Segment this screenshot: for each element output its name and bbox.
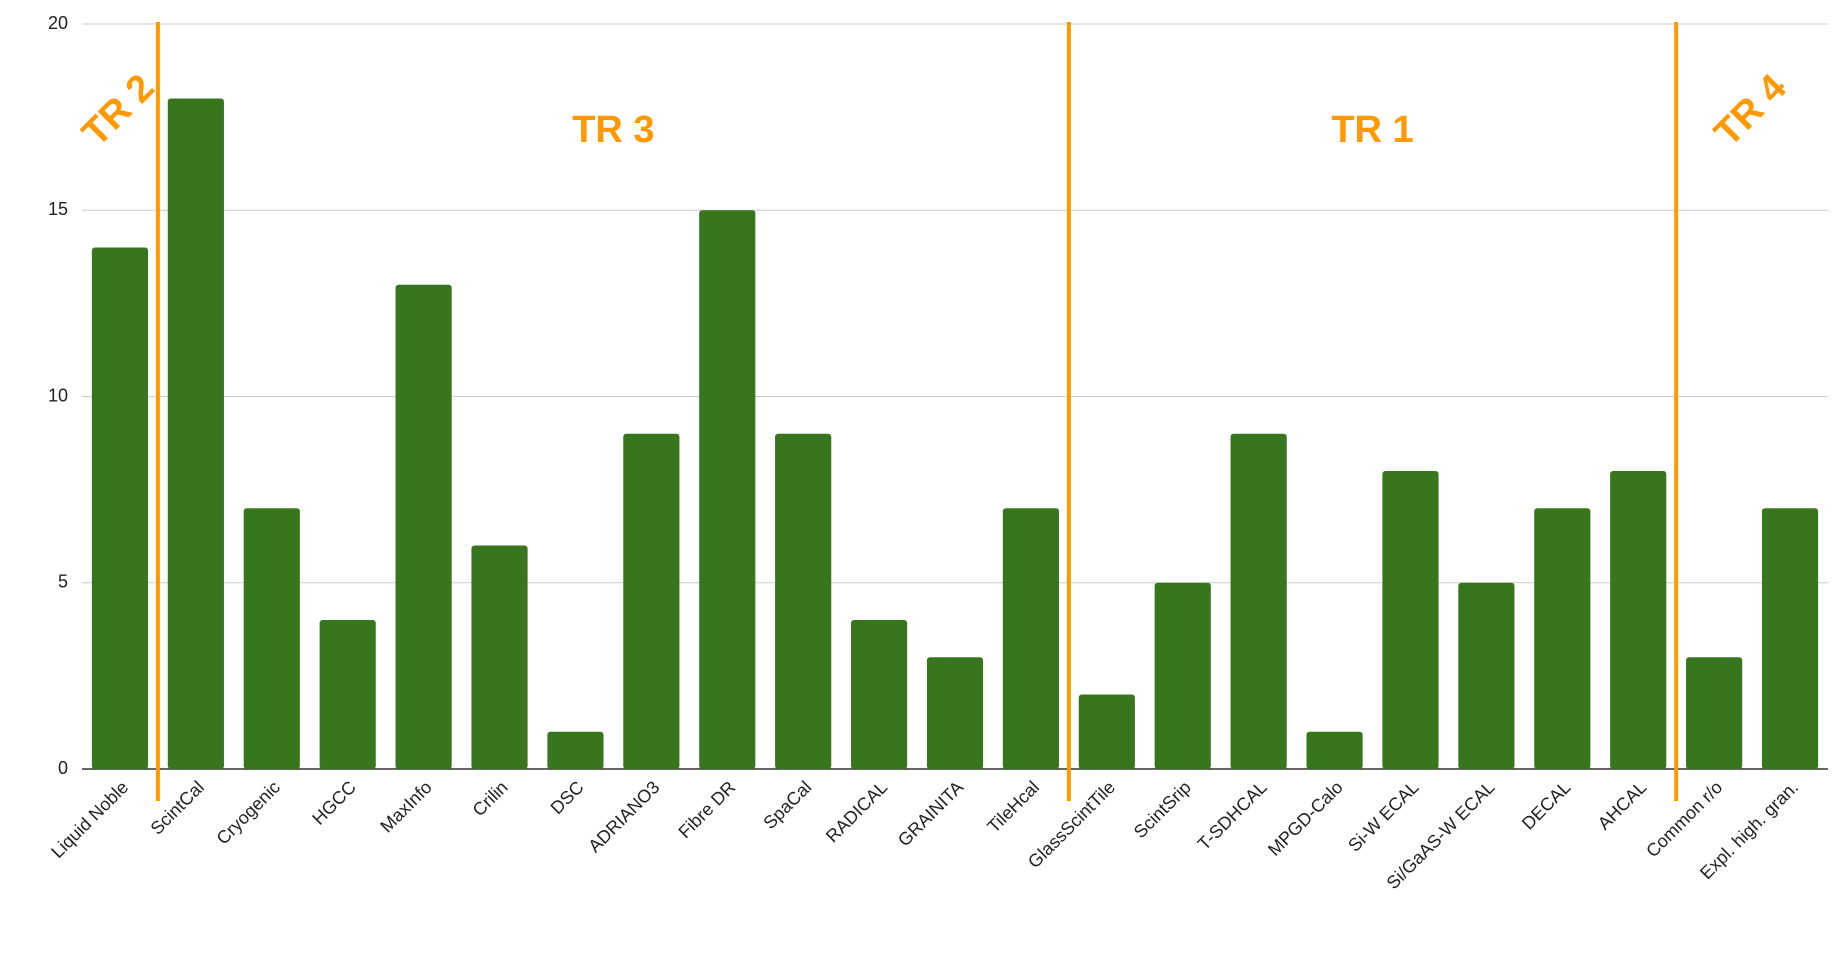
group-label: TR 3 xyxy=(572,109,654,151)
y-tick-label: 20 xyxy=(48,13,68,33)
x-tick-label: SpaCal xyxy=(759,777,815,833)
x-tick-label: DECAL xyxy=(1518,777,1575,834)
group-label: TR 4 xyxy=(1707,67,1795,155)
x-tick-label: GRAINITA xyxy=(894,777,967,850)
x-tick-label: MPGD-Calo xyxy=(1264,777,1347,860)
x-tick-label: Fibre DR xyxy=(674,777,739,842)
x-tick-label: Cryogenic xyxy=(213,777,284,848)
bar xyxy=(471,545,528,769)
bar xyxy=(775,433,832,769)
x-tick-label: ScintSrip xyxy=(1130,777,1195,842)
bar xyxy=(850,620,908,769)
bar xyxy=(926,657,984,769)
bar xyxy=(699,210,756,769)
x-tick-label: Liquid Noble xyxy=(47,777,132,862)
bar xyxy=(1686,657,1743,769)
bar xyxy=(1761,508,1819,769)
bar xyxy=(1306,731,1363,769)
bar xyxy=(547,731,604,769)
bar xyxy=(243,508,300,769)
bar xyxy=(1382,471,1439,769)
x-tick-label: T-SDHCAL xyxy=(1194,777,1271,854)
bar xyxy=(1458,582,1515,769)
bar xyxy=(91,247,149,769)
x-tick-label: ScintCal xyxy=(147,777,209,839)
bar xyxy=(1534,508,1591,769)
bar xyxy=(1002,508,1060,769)
bar xyxy=(1610,471,1667,769)
y-tick-label: 15 xyxy=(48,199,68,219)
bar xyxy=(395,284,452,769)
x-tick-label: DSC xyxy=(547,777,588,818)
x-tick-label: Crilin xyxy=(469,777,512,820)
y-tick-label: 5 xyxy=(58,572,68,592)
y-tick-label: 10 xyxy=(48,385,68,405)
bar xyxy=(167,98,224,769)
x-tick-label: Common r/o xyxy=(1642,777,1726,861)
x-tick-label: HGCC xyxy=(308,777,360,829)
bar xyxy=(1154,582,1211,769)
bar xyxy=(623,433,680,769)
x-tick-label: TileHcal xyxy=(983,777,1043,837)
group-label: TR 2 xyxy=(75,67,163,155)
group-label: TR 1 xyxy=(1331,109,1413,151)
x-tick-label: ADRIANO3 xyxy=(584,777,663,856)
x-tick-label: MaxInfo xyxy=(376,777,435,836)
y-tick-label: 0 xyxy=(58,758,68,778)
bar xyxy=(1078,694,1135,769)
x-tick-label: AHCAL xyxy=(1594,777,1651,834)
bar xyxy=(1230,433,1287,769)
x-tick-label: RADICAL xyxy=(822,777,891,846)
x-tick-label: Si-W ECAL xyxy=(1344,777,1422,855)
bar xyxy=(319,620,376,769)
